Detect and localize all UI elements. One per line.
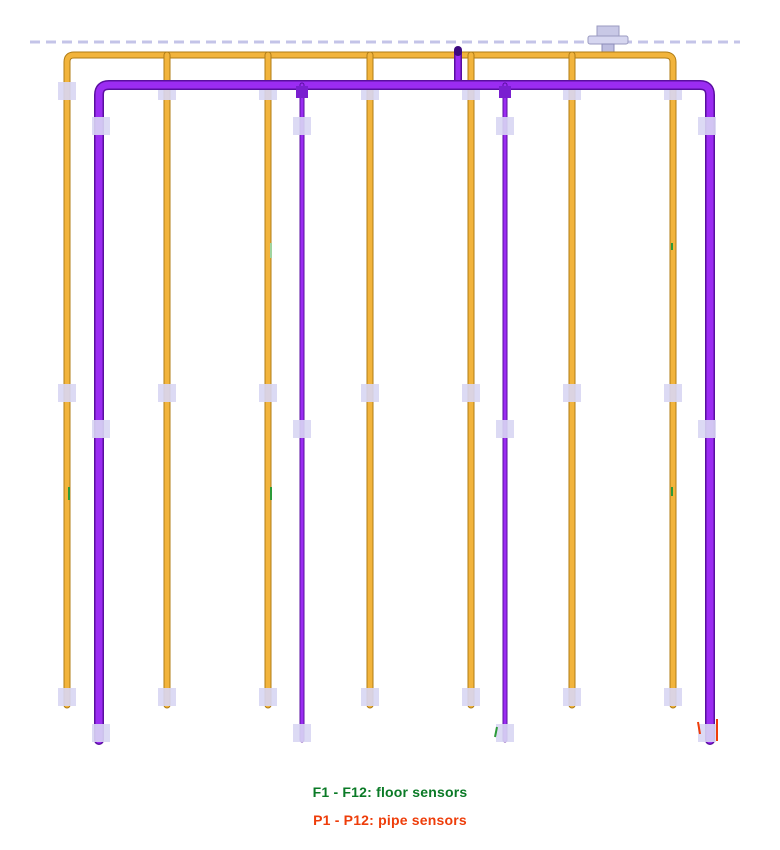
valve-fixture-icon xyxy=(587,25,629,57)
pipe-sensor-blocks xyxy=(92,117,716,742)
supply-pipe-network xyxy=(63,51,677,709)
return-pipe-network xyxy=(94,46,715,745)
sensor-marker-fragments xyxy=(68,243,718,741)
supply-riser-lines xyxy=(163,51,576,709)
legend-pipe-sensors: P1 - P12: pipe sensors xyxy=(313,812,467,828)
legend-floor-sensors: F1 - F12: floor sensors xyxy=(312,784,468,800)
